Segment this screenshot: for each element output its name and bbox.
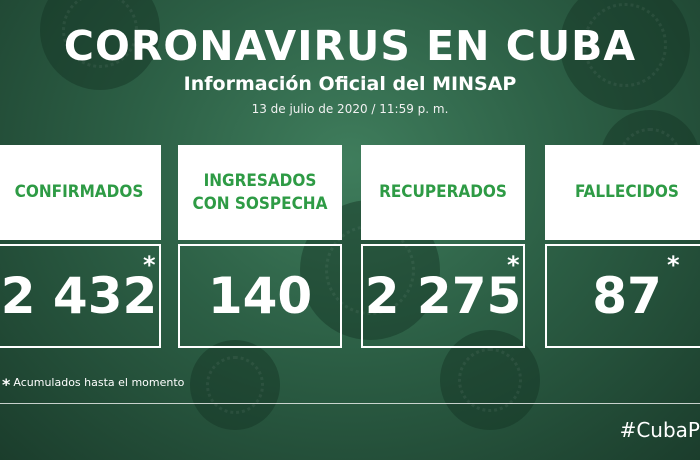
stat-value: 2 275 (364, 267, 522, 325)
stat-value: 2 432 (0, 267, 158, 325)
stat-label-box: RECUPERADOS (361, 145, 525, 240)
stat-label-box: CONFIRMADOS (0, 145, 161, 240)
divider (0, 403, 700, 404)
footnote-text: Acumulados hasta el momento (13, 376, 185, 389)
stat-value: 140 (207, 267, 313, 325)
asterisk-marker: * (143, 251, 156, 279)
virus-decoration (560, 0, 690, 110)
footnote-marker: * (2, 375, 11, 394)
asterisk-marker: * (667, 251, 680, 279)
virus-decoration (190, 340, 280, 430)
stat-label-line2: CON SOSPECHA (192, 193, 328, 214)
stat-value-box: 2 432 (0, 244, 161, 348)
page-subtitle: Información Oficial del MINSAP (183, 73, 517, 95)
hashtag: #CubaP (619, 418, 700, 442)
footnote: * Acumulados hasta el momento (2, 375, 184, 394)
stat-label-box: INGRESADOS CON SOSPECHA (178, 145, 342, 240)
asterisk-marker: * (507, 251, 520, 279)
virus-decoration (40, 0, 160, 90)
stat-value-box: 87 (545, 244, 700, 348)
stat-label: CONFIRMADOS (14, 182, 144, 202)
stat-label-line1: INGRESADOS (203, 170, 317, 191)
page-title: CORONAVIRUS EN CUBA (63, 22, 637, 70)
stat-value-box: 140 (178, 244, 342, 348)
report-date: 13 de julio de 2020 / 11:59 p. m. (251, 102, 449, 116)
stat-label: FALLECIDOS (575, 182, 679, 202)
stat-label: INGRESADOS CON SOSPECHA (193, 170, 328, 216)
stat-label-box: FALLECIDOS (545, 145, 700, 240)
stat-label: RECUPERADOS (379, 182, 507, 202)
stat-value: 87 (592, 267, 662, 325)
stat-value-box: 2 275 (361, 244, 525, 348)
